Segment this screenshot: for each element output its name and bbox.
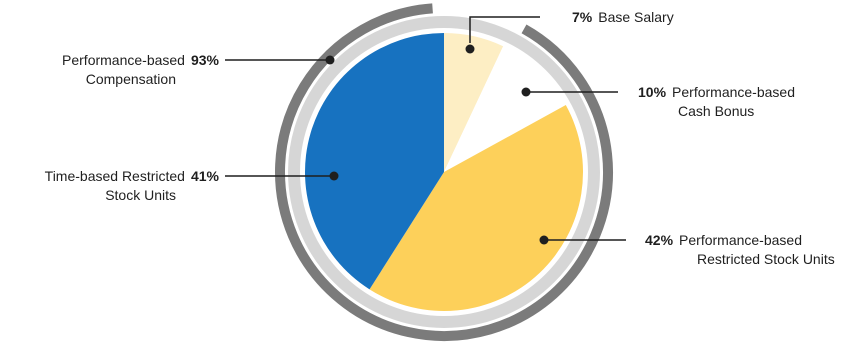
label-performance-rsu-line2: Restricted Stock Units (697, 251, 835, 267)
label-time-rsu-line1: Time-based Restricted (45, 168, 185, 184)
dot-performance-compensation (325, 55, 335, 65)
label-performance-rsu-line1: Performance-based (679, 232, 802, 248)
performance-compensation-arc (275, 3, 613, 341)
pie-slice-base-salary (444, 33, 504, 172)
pie-slice-performance-rsu (369, 105, 584, 311)
label-cash-bonus-pct: 10% (638, 84, 667, 100)
dot-time-rsu (329, 171, 339, 181)
label-performance-compensation-pct: 93% (191, 52, 220, 68)
label-cash-bonus-line1: Performance-based (672, 84, 795, 100)
dot-base-salary (465, 44, 475, 54)
label-performance-compensation: Performance-based 93% Compensation (62, 52, 220, 87)
dot-cash-bonus (521, 87, 531, 97)
label-time-rsu: Time-based Restricted 41% Stock Units (45, 168, 220, 203)
pie-slices (305, 33, 584, 311)
label-performance-compensation-line1: Performance-based (62, 52, 185, 68)
label-time-rsu-line2: Stock Units (105, 187, 176, 203)
label-time-rsu-pct: 41% (191, 168, 220, 184)
dot-performance-rsu (539, 235, 549, 245)
label-cash-bonus: 10% Performance-based Cash Bonus (638, 84, 795, 119)
label-base-salary: 7% Base Salary (572, 9, 674, 25)
svg-text:42%Performance-based: 42% Performance-based (645, 232, 802, 248)
label-performance-rsu: 42% Performance-based Restricted Stock Un… (645, 232, 835, 267)
label-base-salary-text: Base Salary (598, 9, 673, 25)
svg-text:7%Base Salary: 7% Base Salary (572, 9, 674, 25)
label-performance-rsu-pct: 42% (645, 232, 674, 248)
svg-text:10%Performance-based: 10% Performance-based (638, 84, 795, 100)
outer-ring-track (288, 16, 600, 328)
outer-rings (275, 3, 613, 341)
label-performance-compensation-line2: Compensation (86, 71, 176, 87)
label-base-salary-pct: 7% (572, 9, 593, 25)
leader-dots (325, 44, 549, 245)
leader-base-salary (469, 16, 540, 43)
pie-slice-time-rsu (305, 33, 444, 290)
label-cash-bonus-line2: Cash Bonus (678, 103, 754, 119)
leader-lines (225, 16, 626, 241)
pie-slice-cash-bonus (444, 46, 566, 173)
